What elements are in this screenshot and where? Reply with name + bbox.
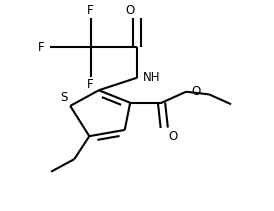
Text: O: O: [192, 85, 201, 98]
Text: O: O: [168, 130, 178, 143]
Text: S: S: [60, 91, 67, 104]
Text: O: O: [125, 4, 134, 17]
Text: F: F: [87, 4, 94, 17]
Text: NH: NH: [142, 71, 160, 84]
Text: F: F: [38, 41, 44, 54]
Text: F: F: [87, 78, 94, 91]
